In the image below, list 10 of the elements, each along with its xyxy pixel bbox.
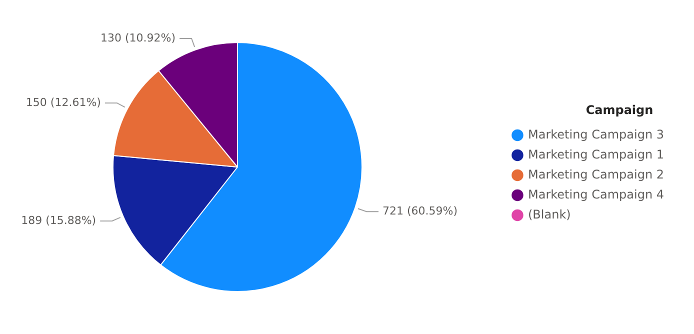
legend-label: Marketing Campaign 3 xyxy=(528,127,664,142)
legend-label: Marketing Campaign 4 xyxy=(528,187,664,202)
data-label: 721 (60.59%) xyxy=(382,204,458,218)
data-label: 130 (10.92%) xyxy=(100,31,176,44)
legend-label: Marketing Campaign 2 xyxy=(528,167,664,182)
legend-label: Marketing Campaign 1 xyxy=(528,147,664,162)
data-label: 150 (12.61%) xyxy=(26,96,101,109)
legend-title: Campaign xyxy=(586,102,654,117)
data-label: 189 (15.88%) xyxy=(21,214,96,227)
legend-label: (Blank) xyxy=(528,207,571,222)
